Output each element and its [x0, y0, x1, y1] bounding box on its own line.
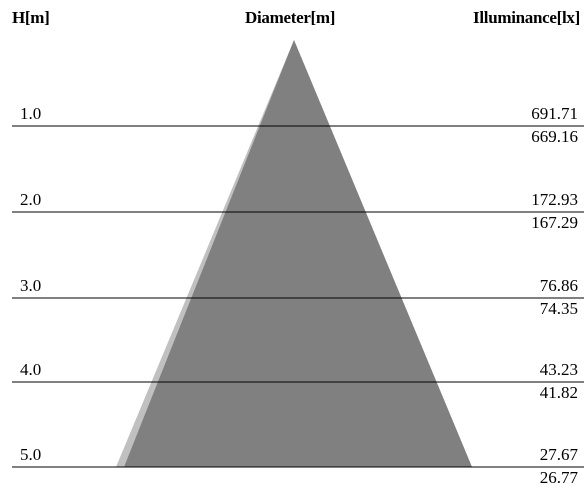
illuminance-header: Illuminance[lx]: [473, 8, 580, 27]
illuminance-value-upper: 691.71: [531, 104, 578, 123]
illuminance-value-upper: 27.67: [539, 445, 578, 464]
illuminance-value-lower: 74.35: [539, 299, 578, 318]
height-value: 1.0: [20, 104, 42, 123]
height-value: 5.0: [20, 445, 42, 464]
illuminance-value-lower: 26.77: [539, 468, 578, 487]
illuminance-value-upper: 172.93: [531, 190, 578, 209]
height-value: 2.0: [20, 190, 42, 209]
illuminance-value-lower: 167.29: [531, 213, 578, 232]
height-value: 4.0: [20, 360, 42, 379]
height-value: 3.0: [20, 276, 42, 295]
illuminance-value-lower: 669.16: [531, 127, 578, 146]
diameter-header: Diameter[m]: [245, 8, 336, 27]
light-cone: [124, 40, 472, 467]
illuminance-value-upper: 76.86: [539, 276, 578, 295]
illuminance-value-lower: 41.82: [539, 383, 578, 402]
illuminance-value-upper: 43.23: [539, 360, 578, 379]
height-header: H[m]: [12, 8, 50, 27]
